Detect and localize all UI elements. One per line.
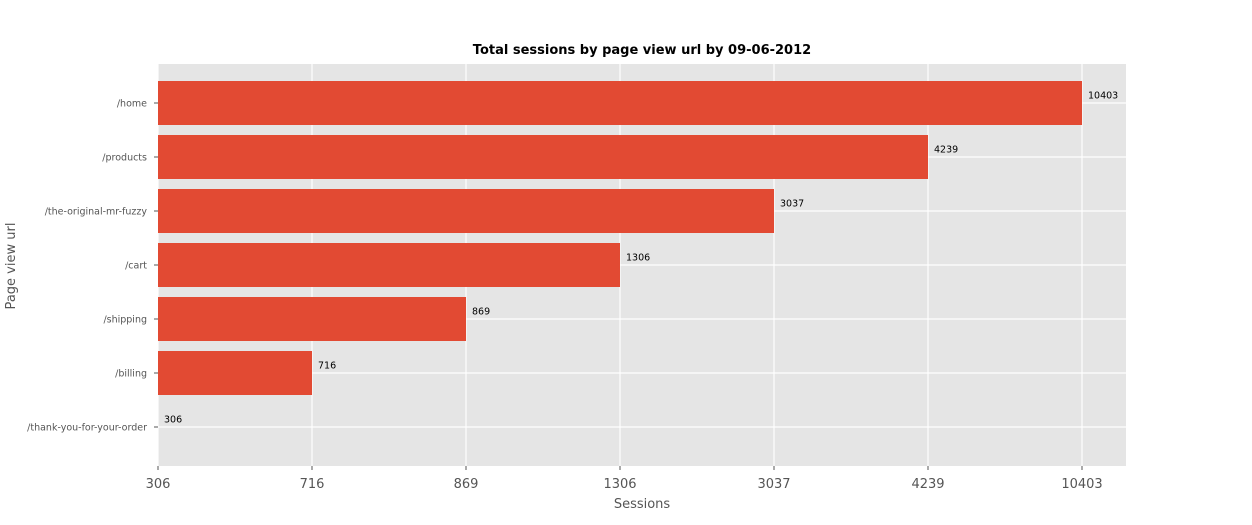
x-tick-label: 869: [454, 477, 479, 492]
chart-title: Total sessions by page view url by 09-06…: [473, 43, 811, 58]
y-tick-label: /home: [117, 99, 147, 110]
data-label: 1306: [626, 253, 650, 264]
x-tick-label: 10403: [1061, 477, 1102, 492]
data-label: 306: [164, 415, 182, 426]
data-label: 869: [472, 307, 490, 318]
x-tick-labels: 306 716 869 1306 3037 4239 10403: [146, 477, 1103, 492]
x-tick-label: 306: [146, 477, 171, 492]
tick-marks: [154, 102, 1083, 470]
x-tick-label: 716: [300, 477, 325, 492]
y-axis-label: Page view url: [4, 223, 19, 310]
x-tick-label: 3037: [757, 477, 790, 492]
x-tick-label: 1306: [603, 477, 636, 492]
bar: [158, 297, 466, 341]
data-label: 4239: [934, 145, 958, 156]
x-tick-label: 4239: [911, 477, 944, 492]
y-tick-label: /shipping: [103, 315, 147, 326]
x-axis-label: Sessions: [614, 497, 671, 512]
y-tick-label: /the-original-mr-fuzzy: [45, 207, 148, 218]
bar: [158, 135, 928, 179]
y-tick-labels: /home/products/the-original-mr-fuzzy/car…: [27, 99, 147, 434]
data-label: 10403: [1088, 91, 1118, 102]
bar: [158, 81, 1082, 125]
bar: [158, 189, 774, 233]
y-tick-label: /cart: [125, 261, 147, 272]
data-label: 716: [318, 361, 336, 372]
bar: [158, 351, 312, 395]
bar: [158, 243, 620, 287]
bars: [158, 81, 1082, 395]
y-tick-label: /thank-you-for-your-order: [27, 423, 147, 434]
data-label: 3037: [780, 199, 804, 210]
y-tick-label: /products: [102, 153, 147, 164]
data-labels: 10403 4239 3037 1306 869 716 306: [164, 91, 1118, 426]
y-tick-label: /billing: [115, 369, 147, 380]
